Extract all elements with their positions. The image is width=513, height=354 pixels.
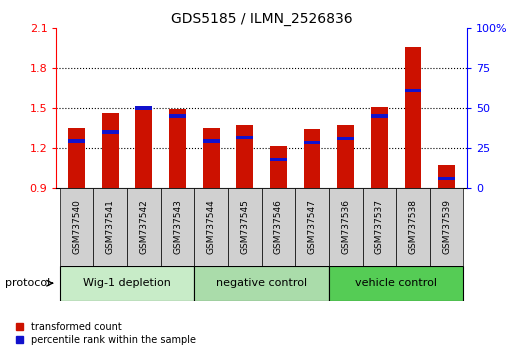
Bar <box>304 141 321 144</box>
Bar <box>68 128 85 188</box>
Bar <box>270 147 287 188</box>
Bar <box>236 125 253 188</box>
Text: GSM737544: GSM737544 <box>207 199 215 254</box>
Bar <box>169 109 186 188</box>
Text: Wig-1 depletion: Wig-1 depletion <box>83 278 171 288</box>
Bar <box>203 128 220 188</box>
Bar <box>270 158 287 161</box>
Text: negative control: negative control <box>216 278 307 288</box>
Text: GSM737539: GSM737539 <box>442 199 451 254</box>
Bar <box>127 188 161 266</box>
Text: vehicle control: vehicle control <box>355 278 437 288</box>
Bar <box>169 114 186 118</box>
Bar <box>405 89 421 92</box>
Text: GSM737540: GSM737540 <box>72 199 81 254</box>
Text: GSM737538: GSM737538 <box>408 199 418 254</box>
Text: protocol: protocol <box>5 278 50 288</box>
Bar <box>430 188 463 266</box>
Bar <box>102 130 119 133</box>
Bar <box>338 125 354 188</box>
Bar <box>438 177 455 180</box>
Text: GSM737546: GSM737546 <box>274 199 283 254</box>
Bar <box>135 106 152 110</box>
Text: GSM737542: GSM737542 <box>140 199 148 254</box>
Bar <box>102 113 119 188</box>
Text: GSM737543: GSM737543 <box>173 199 182 254</box>
Bar <box>68 139 85 143</box>
Bar <box>236 136 253 139</box>
Text: GSM737541: GSM737541 <box>106 199 115 254</box>
Bar <box>135 107 152 188</box>
Bar <box>438 165 455 188</box>
Bar <box>363 188 396 266</box>
Bar <box>60 266 194 301</box>
Bar <box>396 188 430 266</box>
Bar <box>194 266 329 301</box>
Legend: transformed count, percentile rank within the sample: transformed count, percentile rank withi… <box>15 321 196 346</box>
Bar <box>203 139 220 143</box>
Bar <box>338 137 354 140</box>
Bar <box>371 107 388 188</box>
Bar <box>93 188 127 266</box>
Bar <box>161 188 194 266</box>
Bar <box>405 47 421 188</box>
Title: GDS5185 / ILMN_2526836: GDS5185 / ILMN_2526836 <box>171 12 352 26</box>
Text: GSM737537: GSM737537 <box>375 199 384 254</box>
Bar <box>295 188 329 266</box>
Text: GSM737547: GSM737547 <box>308 199 317 254</box>
Bar <box>262 188 295 266</box>
Bar <box>194 188 228 266</box>
Text: GSM737536: GSM737536 <box>341 199 350 254</box>
Bar <box>329 188 363 266</box>
Bar <box>60 188 93 266</box>
Bar <box>329 266 463 301</box>
Bar <box>228 188 262 266</box>
Bar <box>304 129 321 188</box>
Bar <box>371 114 388 118</box>
Text: GSM737545: GSM737545 <box>240 199 249 254</box>
